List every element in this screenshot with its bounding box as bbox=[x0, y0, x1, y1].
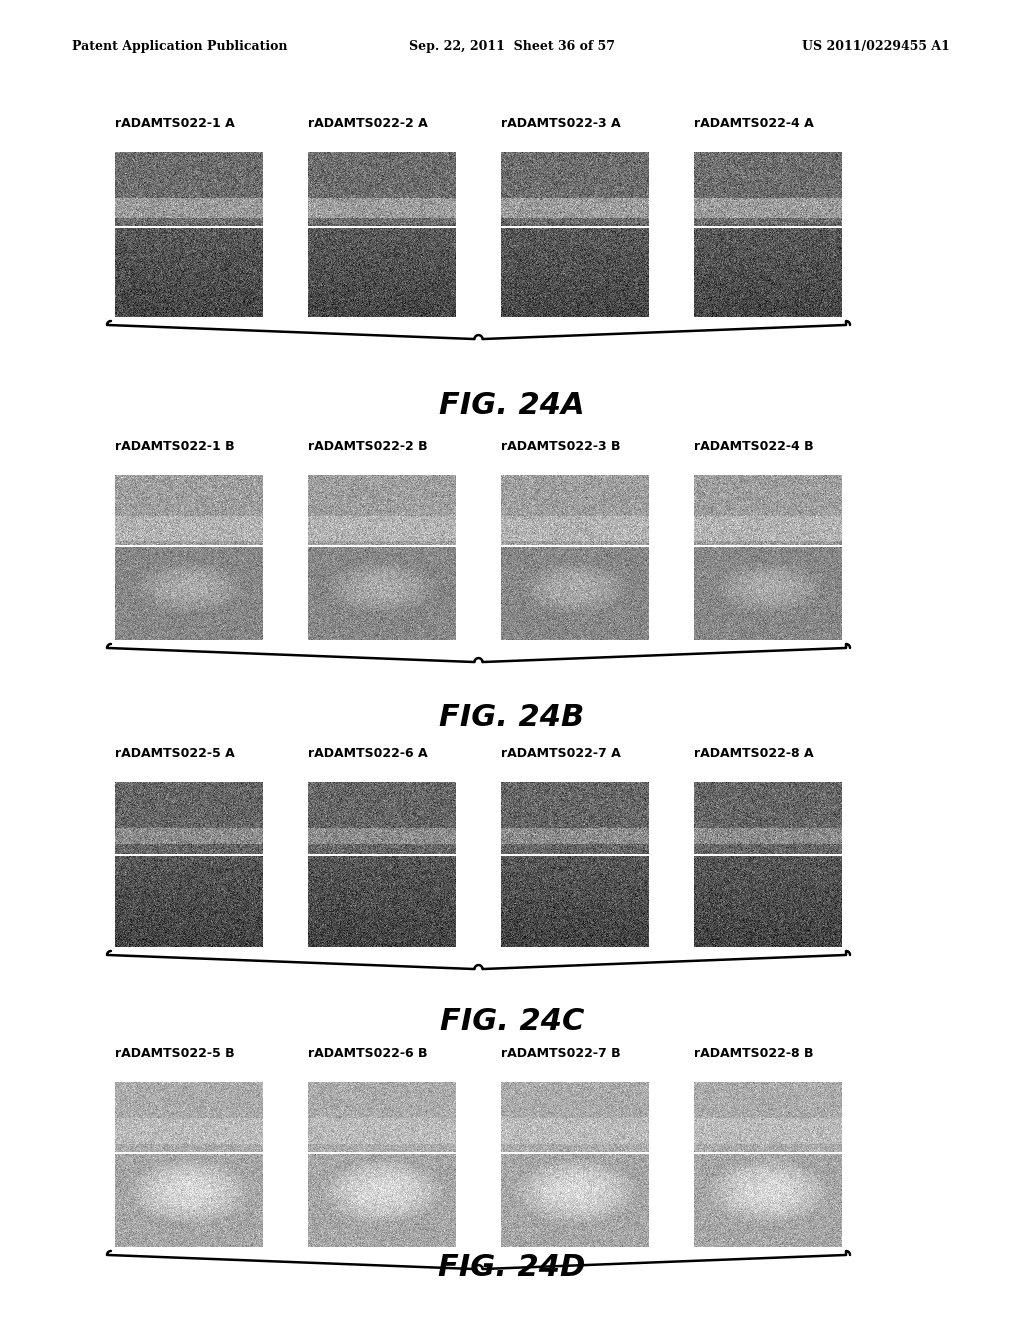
Text: rADAMTS022-4 B: rADAMTS022-4 B bbox=[694, 440, 814, 453]
Text: rADAMTS022-3 B: rADAMTS022-3 B bbox=[501, 440, 621, 453]
Text: Sep. 22, 2011  Sheet 36 of 57: Sep. 22, 2011 Sheet 36 of 57 bbox=[409, 40, 615, 53]
Text: rADAMTS022-7 B: rADAMTS022-7 B bbox=[501, 1047, 621, 1060]
Text: FIG. 24B: FIG. 24B bbox=[439, 704, 585, 733]
Text: rADAMTS022-3 A: rADAMTS022-3 A bbox=[501, 117, 621, 129]
Text: rADAMTS022-6 A: rADAMTS022-6 A bbox=[308, 747, 428, 760]
Text: FIG. 24A: FIG. 24A bbox=[439, 391, 585, 420]
Text: rADAMTS022-4 A: rADAMTS022-4 A bbox=[694, 117, 814, 129]
Text: rADAMTS022-2 B: rADAMTS022-2 B bbox=[308, 440, 428, 453]
Text: rADAMTS022-1 A: rADAMTS022-1 A bbox=[115, 117, 234, 129]
Text: rADAMTS022-2 A: rADAMTS022-2 A bbox=[308, 117, 428, 129]
Text: rADAMTS022-6 B: rADAMTS022-6 B bbox=[308, 1047, 427, 1060]
Text: rADAMTS022-8 A: rADAMTS022-8 A bbox=[694, 747, 814, 760]
Text: rADAMTS022-7 A: rADAMTS022-7 A bbox=[501, 747, 621, 760]
Text: rADAMTS022-5 B: rADAMTS022-5 B bbox=[115, 1047, 234, 1060]
Text: FIG. 24D: FIG. 24D bbox=[438, 1254, 586, 1283]
Text: rADAMTS022-1 B: rADAMTS022-1 B bbox=[115, 440, 234, 453]
Text: rADAMTS022-8 B: rADAMTS022-8 B bbox=[694, 1047, 813, 1060]
Text: rADAMTS022-5 A: rADAMTS022-5 A bbox=[115, 747, 234, 760]
Text: Patent Application Publication: Patent Application Publication bbox=[72, 40, 288, 53]
Text: FIG. 24C: FIG. 24C bbox=[440, 1007, 584, 1036]
Text: US 2011/0229455 A1: US 2011/0229455 A1 bbox=[802, 40, 950, 53]
